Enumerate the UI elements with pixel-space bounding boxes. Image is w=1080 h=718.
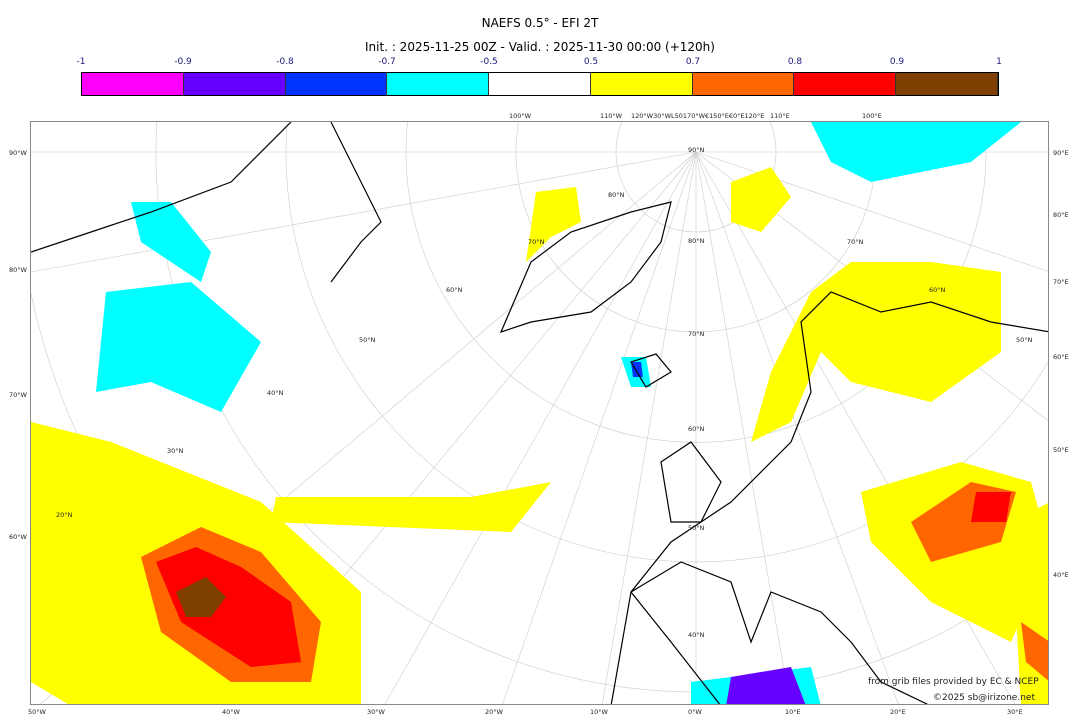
lat-label: 70°N <box>528 238 545 246</box>
efi-brown-areas <box>176 577 226 617</box>
axis-label-bottom: 20°E <box>890 708 906 716</box>
axis-label-right: 60°E <box>1053 353 1069 361</box>
axis-label-top: 110°E <box>770 112 790 120</box>
axis-label-bottom: 30°E <box>1007 708 1023 716</box>
colorbar-tick-label: 1 <box>996 57 1002 67</box>
lat-label: 50°N <box>688 524 705 532</box>
colorbar-segment <box>590 73 693 95</box>
lat-label: 20°N <box>56 511 73 519</box>
chart-title: NAEFS 0.5° - EFI 2T <box>481 16 599 30</box>
axis-label-right: 80°E <box>1053 211 1069 219</box>
colorbar-tick-label: -0.7 <box>378 57 396 67</box>
colorbar <box>81 72 999 96</box>
axis-label-left: 70°W <box>9 391 27 399</box>
lat-label: 80°N <box>608 191 625 199</box>
colorbar-segment <box>183 73 286 95</box>
axis-label-top: 100°E <box>862 112 882 120</box>
colorbar-segment <box>82 73 184 95</box>
axis-label-top: 120°W30°WL50170°W€150°E€0°E120°E <box>631 112 765 120</box>
efi-cyan-areas <box>96 122 1021 704</box>
colorbar-tick-label: 0.5 <box>583 57 599 67</box>
axis-label-right: 70°E <box>1053 278 1069 286</box>
axis-label-right: 40°E <box>1053 571 1069 579</box>
axis-label-bottom: 0°W <box>688 708 702 716</box>
colorbar-tick-label: 0.9 <box>889 57 905 67</box>
colorbar-tick-label: -0.8 <box>276 57 294 67</box>
map-svg <box>31 122 1048 704</box>
copyright: ©2025 sb@irizone.net <box>933 693 1035 703</box>
lat-label: 40°N <box>688 631 705 639</box>
colorbar-segment <box>896 73 999 95</box>
axis-label-bottom: 10°W <box>590 708 608 716</box>
colorbar-segment <box>794 73 897 95</box>
colorbar-segment <box>489 73 591 95</box>
axis-label-left: 90°W <box>9 149 27 157</box>
axis-label-bottom: 20°W <box>485 708 503 716</box>
axis-label-right: 90°E <box>1053 149 1069 157</box>
efi-red-areas <box>156 492 1011 667</box>
axis-label-top: 110°W <box>600 112 623 120</box>
data-credit: from grib files provided by EC & NCEP <box>868 677 1039 687</box>
axis-label-bottom: 50°W <box>28 708 46 716</box>
lat-label: 50°N <box>1016 336 1033 344</box>
map-panel <box>30 121 1049 705</box>
colorbar-tick-label: -0.5 <box>480 57 498 67</box>
colorbar-tick-label: -0.9 <box>174 57 192 67</box>
axis-label-right: 50°E <box>1053 446 1069 454</box>
lat-label: 50°N <box>359 336 376 344</box>
lat-label: 60°N <box>446 286 463 294</box>
lat-label: 60°N <box>688 425 705 433</box>
colorbar-segment <box>285 73 388 95</box>
coastlines <box>31 122 1048 704</box>
lat-label: 60°N <box>929 286 946 294</box>
colorbar-segment <box>692 73 795 95</box>
axis-label-left: 80°W <box>9 266 27 274</box>
colorbar-tick-label: 0.8 <box>787 57 803 67</box>
colorbar-segment <box>387 73 490 95</box>
lat-label: 30°N <box>167 447 184 455</box>
lat-label: 70°N <box>847 238 864 246</box>
chart-subtitle: Init. : 2025-11-25 00Z - Valid. : 2025-1… <box>365 40 715 54</box>
axis-label-left: 60°W <box>9 533 27 541</box>
efi-blue-areas <box>631 362 643 377</box>
lat-label: 90°N <box>688 146 705 154</box>
lat-label: 80°N <box>688 237 705 245</box>
lat-label: 40°N <box>267 389 284 397</box>
colorbar-tick-label: -1 <box>76 57 86 67</box>
axis-label-bottom: 40°W <box>222 708 240 716</box>
colorbar-tick-label: 0.7 <box>685 57 701 67</box>
lat-label: 70°N <box>688 330 705 338</box>
axis-label-bottom: 30°W <box>367 708 385 716</box>
efi-purple-areas <box>726 667 806 704</box>
axis-label-bottom: 10°E <box>785 708 801 716</box>
axis-label-top: 100°W <box>509 112 532 120</box>
